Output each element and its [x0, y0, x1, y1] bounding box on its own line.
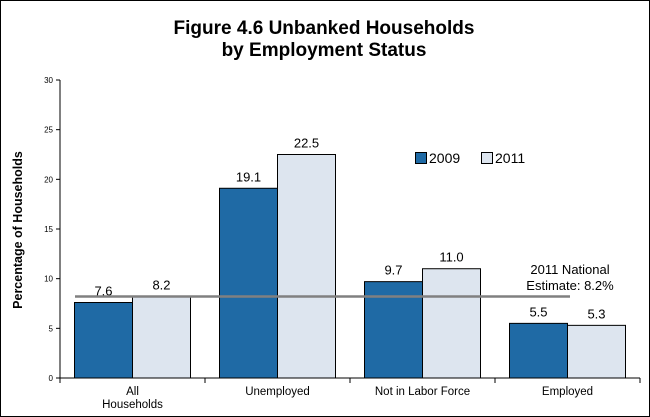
- legend-item-2011: 2011: [481, 150, 525, 166]
- annotation-line-1: 2011 National: [530, 262, 610, 277]
- national-estimate-annotation: 2011 National Estimate: 8.2%: [510, 262, 630, 294]
- bar-2009: [509, 322, 568, 379]
- bar-2009: [219, 187, 278, 379]
- legend-swatch-2011: [481, 152, 493, 164]
- chart-title: Figure 4.6 Unbanked Households by Employ…: [0, 18, 648, 62]
- data-label-2011: 22.5: [294, 136, 319, 151]
- y-tick-label: 15: [44, 225, 53, 234]
- legend-swatch-2009: [415, 152, 427, 164]
- y-tick-label: 20: [44, 175, 53, 184]
- data-label-2009: 19.1: [236, 169, 261, 184]
- legend-label-2011: 2011: [495, 150, 526, 166]
- legend-item-2009: 2009: [415, 150, 460, 166]
- bar-2011: [422, 268, 481, 379]
- annotation-line-2: Estimate: 8.2%: [526, 278, 614, 293]
- x-tick-label: Employed: [542, 386, 593, 398]
- chart-title-line-1: Figure 4.6 Unbanked Households: [173, 18, 475, 39]
- y-tick-label: 5: [49, 324, 54, 333]
- data-label-2011: 11.0: [439, 250, 463, 265]
- y-tick-label: 25: [44, 126, 53, 135]
- data-label-2011: 8.2: [152, 278, 170, 293]
- data-label-2009: 7.6: [94, 284, 112, 299]
- y-tick-label: 10: [44, 275, 53, 284]
- data-label-2009: 5.5: [529, 304, 547, 319]
- y-tick-label: 0: [49, 374, 54, 383]
- bar-2011: [277, 154, 336, 379]
- x-tick-label: All: [126, 386, 139, 398]
- data-label-2011: 5.3: [587, 306, 605, 321]
- bar-2009: [74, 302, 133, 379]
- x-tick-label: Unemployed: [245, 386, 310, 398]
- bar-2011: [567, 324, 626, 379]
- bar-2011: [132, 296, 191, 379]
- data-label-2009: 9.7: [384, 263, 402, 278]
- chart-title-line-2: by Employment Status: [221, 40, 427, 61]
- x-tick-label: Not in Labor Force: [375, 386, 470, 398]
- legend-label-2009: 2009: [429, 150, 461, 166]
- y-tick-label: 30: [44, 76, 53, 85]
- x-tick-label: Households: [102, 399, 163, 411]
